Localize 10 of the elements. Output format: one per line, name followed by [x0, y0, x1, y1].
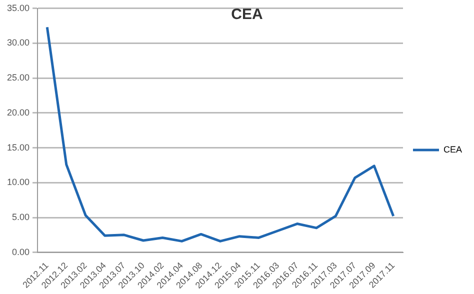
chart-title: CEA: [231, 6, 263, 23]
y-tick-label: 15.00: [6, 142, 30, 152]
y-tick-label: 25.00: [6, 72, 30, 83]
y-tick-label: 5.00: [12, 212, 30, 222]
y-tick-label: 30.00: [6, 38, 30, 48]
legend-label: CEA: [443, 144, 462, 154]
y-tick-label: 20.00: [6, 107, 30, 118]
y-tick-label: 35.00: [6, 2, 30, 13]
y-tick-label: 0.00: [12, 246, 30, 257]
y-tick-label: 10.00: [6, 177, 30, 188]
